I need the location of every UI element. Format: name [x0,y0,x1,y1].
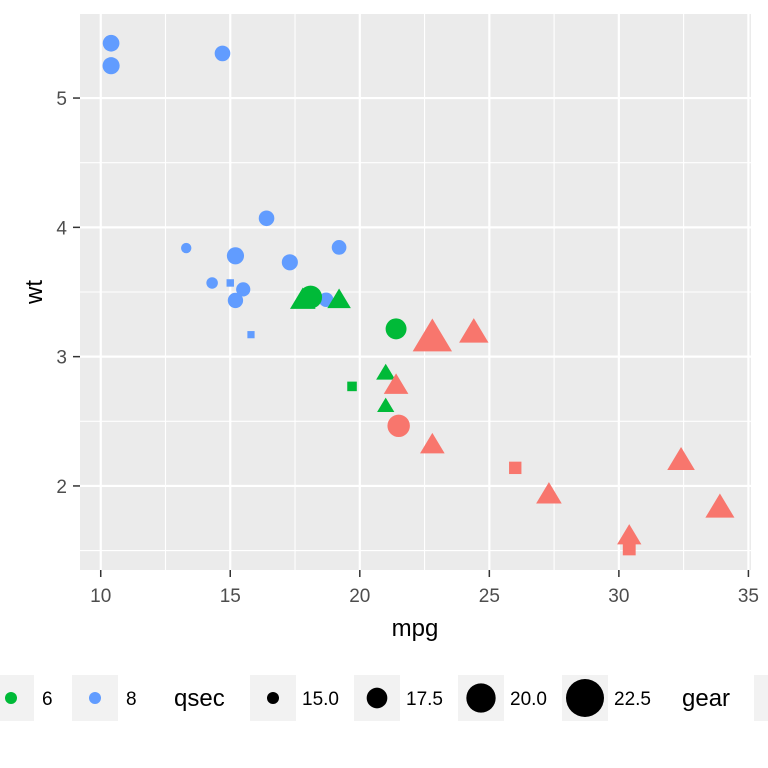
legend-color-swatch [89,692,101,704]
data-point [226,247,245,265]
data-point [331,240,347,255]
data-point [318,292,334,308]
data-point [236,282,251,297]
data-point [385,318,407,340]
data-point [459,318,489,343]
data-point [247,331,255,339]
data-points [102,34,735,556]
data-point [258,210,275,227]
legend-size-label: 17.5 [406,689,443,710]
legend-color-label: 8 [126,689,137,710]
legend-key [754,675,768,721]
data-point [509,461,522,475]
data-point [376,363,396,380]
y-tick-label: 2 [56,477,67,498]
y-tick-label: 4 [56,218,67,239]
x-tick-label: 30 [608,586,629,607]
data-point [102,34,120,52]
data-point [622,542,636,556]
axes: 10 15 20 25 30 35 2 3 4 5 [56,89,759,607]
legend-size-swatch [466,683,496,713]
x-tick-label: 10 [90,586,111,607]
legend-size-swatch [366,687,388,709]
legend-size-swatch [267,692,279,704]
data-point [181,242,192,254]
legend-color-swatch [5,692,17,704]
data-point [102,57,120,75]
data-point [377,397,395,412]
x-axis-label: mpg [392,615,439,642]
y-tick-label: 5 [56,89,67,110]
legend-size-label: 20.0 [510,689,547,710]
legend-color-label: 6 [42,689,53,710]
legend: 6 8 qsec 15.0 17.5 20.0 22.5 gear [0,675,768,721]
data-point [667,446,695,470]
data-point [420,432,445,454]
data-point [327,288,351,309]
grid-lines [80,14,751,570]
data-point [536,482,562,504]
legend-size-label: 22.5 [614,689,651,710]
data-point [226,279,234,287]
data-point [214,45,231,62]
legend-shape-title: gear [682,685,730,712]
legend-size-label: 15.0 [302,689,339,710]
data-point [206,277,218,289]
x-tick-label: 15 [220,586,241,607]
data-point [617,524,642,545]
x-tick-label: 20 [349,586,370,607]
x-tick-label: 35 [738,586,759,607]
data-point [227,292,244,309]
legend-size-swatch [566,679,604,717]
data-point [412,318,453,352]
y-tick-label: 3 [56,348,67,369]
legend-size-title: qsec [174,685,225,712]
y-axis-label: wt [21,280,48,305]
data-point [347,381,357,392]
data-point [387,414,410,438]
x-tick-label: 25 [479,586,500,607]
data-point [289,287,316,309]
data-point [281,254,298,271]
data-point [383,373,409,394]
data-point [705,493,735,518]
